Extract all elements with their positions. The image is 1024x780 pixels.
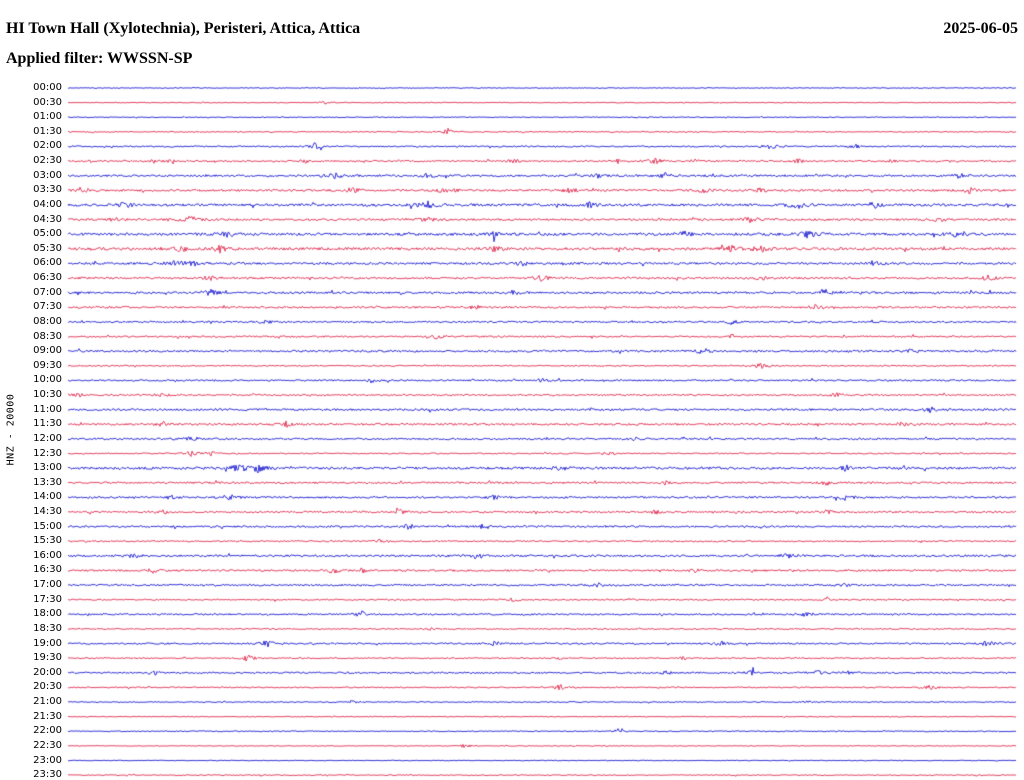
row-time-label: 14:30 bbox=[33, 505, 62, 517]
row-time-label: 20:30 bbox=[33, 681, 62, 693]
row-time-label: 12:00 bbox=[33, 432, 62, 444]
row-time-label: 22:00 bbox=[33, 725, 62, 737]
row-time-label: 23:30 bbox=[33, 769, 62, 780]
row-time-label: 06:00 bbox=[33, 257, 62, 269]
row-time-label: 11:30 bbox=[33, 418, 62, 430]
row-time-label: 17:00 bbox=[33, 579, 62, 591]
row-time-label: 09:00 bbox=[33, 345, 62, 357]
row-time-label: 07:00 bbox=[33, 286, 62, 298]
row-time-label: 23:00 bbox=[33, 754, 62, 766]
row-time-label: 05:30 bbox=[33, 242, 62, 254]
row-time-label: 10:00 bbox=[33, 374, 62, 386]
row-time-label: 21:30 bbox=[33, 710, 62, 722]
row-time-label: 07:30 bbox=[33, 301, 62, 313]
row-time-label: 04:00 bbox=[33, 198, 62, 210]
row-time-label: 13:30 bbox=[33, 476, 62, 488]
row-time-label: 22:30 bbox=[33, 739, 62, 751]
row-time-label: 11:00 bbox=[33, 403, 62, 415]
row-time-label: 16:30 bbox=[33, 564, 62, 576]
row-time-label: 02:30 bbox=[33, 155, 62, 167]
row-time-label: 21:00 bbox=[33, 696, 62, 708]
row-time-label: 00:30 bbox=[33, 96, 62, 108]
row-time-label: 18:30 bbox=[33, 622, 62, 634]
row-time-label: 08:00 bbox=[33, 315, 62, 327]
row-time-label: 08:30 bbox=[33, 330, 62, 342]
row-time-label: 10:30 bbox=[33, 389, 62, 401]
row-time-label: 03:00 bbox=[33, 169, 62, 181]
row-time-label: 12:30 bbox=[33, 447, 62, 459]
row-time-label: 18:00 bbox=[33, 608, 62, 620]
row-time-label: 13:00 bbox=[33, 462, 62, 474]
row-time-label: 20:00 bbox=[33, 666, 62, 678]
row-time-label: 00:00 bbox=[33, 82, 62, 93]
row-time-label: 15:30 bbox=[33, 535, 62, 547]
row-time-label: 16:00 bbox=[33, 549, 62, 561]
row-time-label: 03:30 bbox=[33, 184, 62, 196]
row-time-label: 05:00 bbox=[33, 228, 62, 240]
row-time-label: 19:30 bbox=[33, 652, 62, 664]
row-time-label: 04:30 bbox=[33, 213, 62, 225]
row-time-label: 01:30 bbox=[33, 125, 62, 137]
row-time-label: 14:00 bbox=[33, 491, 62, 503]
row-time-label: 09:30 bbox=[33, 359, 62, 371]
row-time-label: 02:00 bbox=[33, 140, 62, 152]
row-time-label: 06:30 bbox=[33, 272, 62, 284]
row-time-label: 19:00 bbox=[33, 637, 62, 649]
row-time-label: 17:30 bbox=[33, 593, 62, 605]
row-time-label: 15:00 bbox=[33, 520, 62, 532]
row-time-label: 01:00 bbox=[33, 111, 62, 123]
